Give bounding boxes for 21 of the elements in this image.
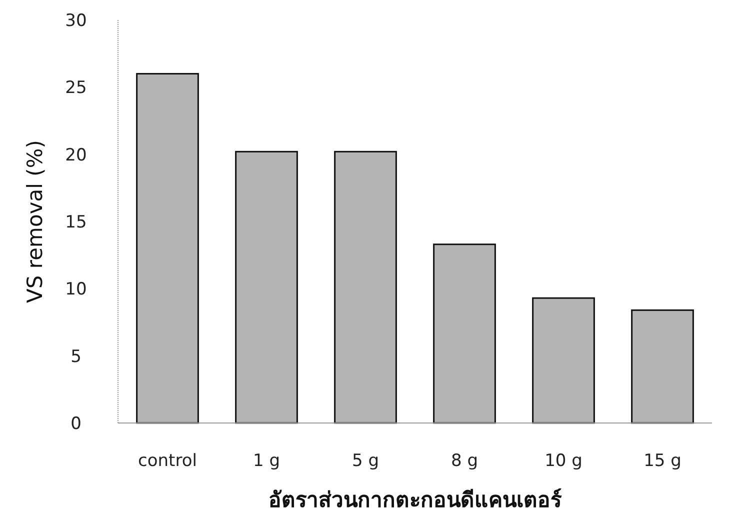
bar [334,150,397,424]
bar [433,244,496,424]
x-tick-label: control [138,451,197,471]
y-tick-label: 10 [65,280,87,300]
bar [631,309,694,424]
y-tick-label: 30 [65,11,87,31]
bar [136,72,199,424]
x-tick-label: 1 g [252,451,280,471]
y-axis-title: VS removal (%) [23,140,47,303]
y-tick-label: 25 [65,78,87,98]
x-tick-label: 5 g [352,451,380,471]
bar [235,150,298,424]
x-tick-label: 8 g [450,451,478,471]
y-tick-label: 20 [65,145,87,166]
bar [532,297,595,424]
y-tick-label: 5 [70,346,82,367]
y-tick-label: 0 [70,414,82,434]
y-tick-label: 15 [65,212,87,232]
x-tick-label: 15 g [644,451,682,471]
x-tick-label: 10 g [544,451,582,471]
x-axis-title: อัตราส่วนกากตะกอนดีแคนเตอร์ [268,488,562,512]
